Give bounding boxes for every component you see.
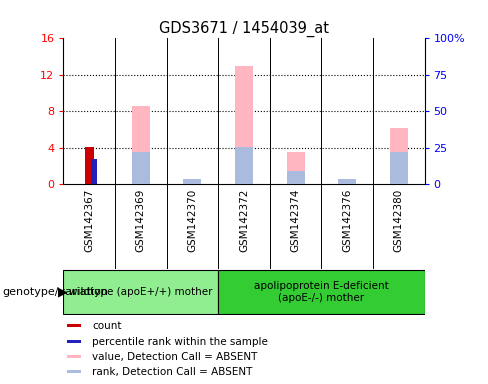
Text: value, Detection Call = ABSENT: value, Detection Call = ABSENT xyxy=(92,352,258,362)
Bar xyxy=(132,152,150,184)
Bar xyxy=(183,182,202,184)
Bar xyxy=(67,340,81,343)
Bar xyxy=(235,66,253,184)
Bar xyxy=(338,179,356,184)
Bar xyxy=(338,179,356,184)
Text: GSM142367: GSM142367 xyxy=(84,189,94,252)
Bar xyxy=(63,270,218,314)
Text: GSM142376: GSM142376 xyxy=(342,189,352,252)
Text: GSM142374: GSM142374 xyxy=(290,189,301,252)
Text: apolipoprotein E-deficient
(apoE-/-) mother: apolipoprotein E-deficient (apoE-/-) mot… xyxy=(254,281,389,303)
Text: GSM142370: GSM142370 xyxy=(187,189,198,252)
Bar xyxy=(67,355,81,358)
Bar xyxy=(390,152,408,184)
Bar xyxy=(132,106,150,184)
Text: GSM142369: GSM142369 xyxy=(136,189,146,252)
Bar xyxy=(390,128,408,184)
Text: count: count xyxy=(92,321,122,331)
Text: genotype/variation: genotype/variation xyxy=(2,287,108,297)
Text: rank, Detection Call = ABSENT: rank, Detection Call = ABSENT xyxy=(92,367,253,377)
Bar xyxy=(286,170,305,184)
Text: GSM142380: GSM142380 xyxy=(394,189,404,252)
Text: ▶: ▶ xyxy=(58,285,67,298)
Bar xyxy=(218,270,425,314)
Bar xyxy=(67,371,81,373)
Title: GDS3671 / 1454039_at: GDS3671 / 1454039_at xyxy=(159,21,329,37)
Bar xyxy=(286,152,305,184)
Bar xyxy=(84,147,94,184)
Bar xyxy=(183,179,202,184)
Bar xyxy=(67,324,81,327)
Bar xyxy=(235,147,253,184)
Bar xyxy=(91,159,97,184)
Text: percentile rank within the sample: percentile rank within the sample xyxy=(92,337,268,347)
Text: GSM142372: GSM142372 xyxy=(239,189,249,252)
Text: wildtype (apoE+/+) mother: wildtype (apoE+/+) mother xyxy=(69,287,213,297)
